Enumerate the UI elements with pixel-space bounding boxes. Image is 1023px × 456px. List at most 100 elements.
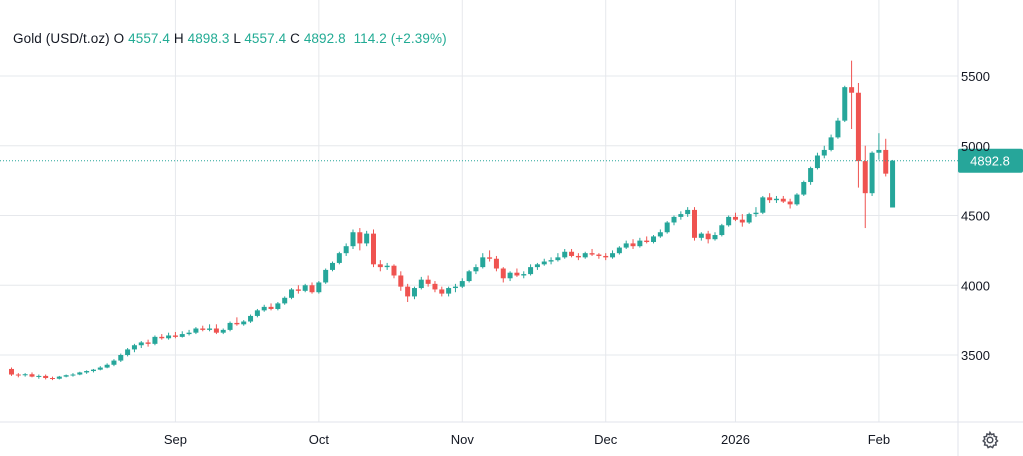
- candle[interactable]: [43, 374, 49, 380]
- candle[interactable]: [732, 212, 738, 222]
- candle[interactable]: [159, 334, 165, 340]
- candle[interactable]: [835, 117, 841, 139]
- candle[interactable]: [138, 341, 144, 349]
- candle[interactable]: [657, 229, 663, 238]
- candle[interactable]: [507, 271, 513, 282]
- candle[interactable]: [705, 230, 711, 244]
- candle[interactable]: [678, 211, 684, 220]
- candle[interactable]: [746, 212, 752, 224]
- candle[interactable]: [316, 281, 322, 294]
- candle[interactable]: [521, 271, 527, 279]
- candle[interactable]: [275, 301, 281, 311]
- candle[interactable]: [268, 303, 274, 311]
- gear-icon[interactable]: [980, 430, 1000, 450]
- candle[interactable]: [562, 248, 568, 259]
- candle[interactable]: [739, 214, 745, 227]
- candle[interactable]: [97, 366, 103, 371]
- candle[interactable]: [70, 373, 76, 377]
- candle[interactable]: [623, 240, 629, 249]
- candle[interactable]: [432, 281, 438, 293]
- candle[interactable]: [357, 228, 363, 251]
- candle[interactable]: [439, 286, 445, 297]
- candle[interactable]: [459, 278, 465, 289]
- candle[interactable]: [760, 195, 766, 215]
- candle[interactable]: [118, 353, 124, 362]
- candle[interactable]: [179, 331, 185, 338]
- candle[interactable]: [336, 251, 342, 265]
- candle[interactable]: [821, 145, 827, 159]
- candle[interactable]: [364, 230, 370, 247]
- candle[interactable]: [596, 253, 602, 259]
- candle[interactable]: [29, 372, 35, 378]
- candle[interactable]: [719, 223, 725, 237]
- candle[interactable]: [555, 253, 561, 262]
- candle[interactable]: [309, 282, 315, 294]
- candle[interactable]: [582, 251, 588, 259]
- candle[interactable]: [692, 207, 697, 241]
- candle[interactable]: [493, 255, 499, 272]
- candle[interactable]: [828, 134, 834, 152]
- candle[interactable]: [405, 283, 411, 302]
- candle[interactable]: [637, 237, 643, 248]
- candle[interactable]: [487, 250, 493, 262]
- candle[interactable]: [15, 373, 21, 378]
- candle[interactable]: [90, 368, 96, 373]
- candle[interactable]: [207, 324, 213, 332]
- candle[interactable]: [473, 264, 479, 275]
- candle[interactable]: [22, 373, 28, 377]
- candle[interactable]: [773, 195, 779, 203]
- candle[interactable]: [282, 296, 288, 305]
- candle[interactable]: [630, 239, 636, 249]
- candle[interactable]: [248, 314, 254, 323]
- candle[interactable]: [227, 321, 233, 332]
- candle[interactable]: [541, 258, 547, 266]
- candle[interactable]: [651, 235, 657, 244]
- candle[interactable]: [36, 374, 42, 379]
- candle[interactable]: [500, 267, 506, 283]
- candle[interactable]: [664, 221, 670, 234]
- candle[interactable]: [685, 207, 691, 217]
- candle[interactable]: [111, 359, 117, 367]
- candle[interactable]: [767, 193, 773, 203]
- candle[interactable]: [808, 166, 814, 185]
- candle[interactable]: [480, 253, 486, 269]
- candle[interactable]: [104, 363, 110, 369]
- candle[interactable]: [220, 328, 226, 335]
- candle[interactable]: [726, 215, 732, 227]
- candle[interactable]: [528, 264, 534, 276]
- candle[interactable]: [780, 195, 786, 203]
- candle[interactable]: [77, 371, 83, 376]
- candle[interactable]: [200, 325, 206, 332]
- candle[interactable]: [172, 331, 178, 339]
- candle[interactable]: [890, 159, 896, 208]
- candle[interactable]: [145, 339, 151, 347]
- candle[interactable]: [398, 271, 404, 291]
- candle[interactable]: [193, 327, 199, 335]
- candle[interactable]: [323, 268, 329, 284]
- candle[interactable]: [234, 317, 240, 326]
- candle[interactable]: [514, 268, 520, 277]
- candle[interactable]: [814, 152, 820, 170]
- candle[interactable]: [698, 232, 704, 241]
- candle[interactable]: [125, 348, 131, 357]
- candle[interactable]: [644, 236, 650, 244]
- candle[interactable]: [241, 320, 247, 326]
- candle[interactable]: [213, 324, 219, 335]
- candle[interactable]: [603, 253, 609, 261]
- candle[interactable]: [883, 138, 889, 177]
- candle[interactable]: [452, 283, 458, 293]
- candle[interactable]: [753, 207, 759, 217]
- candle[interactable]: [569, 248, 575, 258]
- candle[interactable]: [534, 262, 540, 270]
- candle[interactable]: [548, 257, 554, 265]
- candle[interactable]: [384, 262, 390, 270]
- candle[interactable]: [589, 248, 595, 256]
- candle[interactable]: [418, 276, 424, 290]
- candle[interactable]: [152, 335, 158, 346]
- candle[interactable]: [801, 180, 807, 196]
- candle[interactable]: [466, 269, 472, 283]
- candle[interactable]: [425, 275, 431, 287]
- candle[interactable]: [575, 253, 581, 261]
- candle[interactable]: [869, 151, 875, 196]
